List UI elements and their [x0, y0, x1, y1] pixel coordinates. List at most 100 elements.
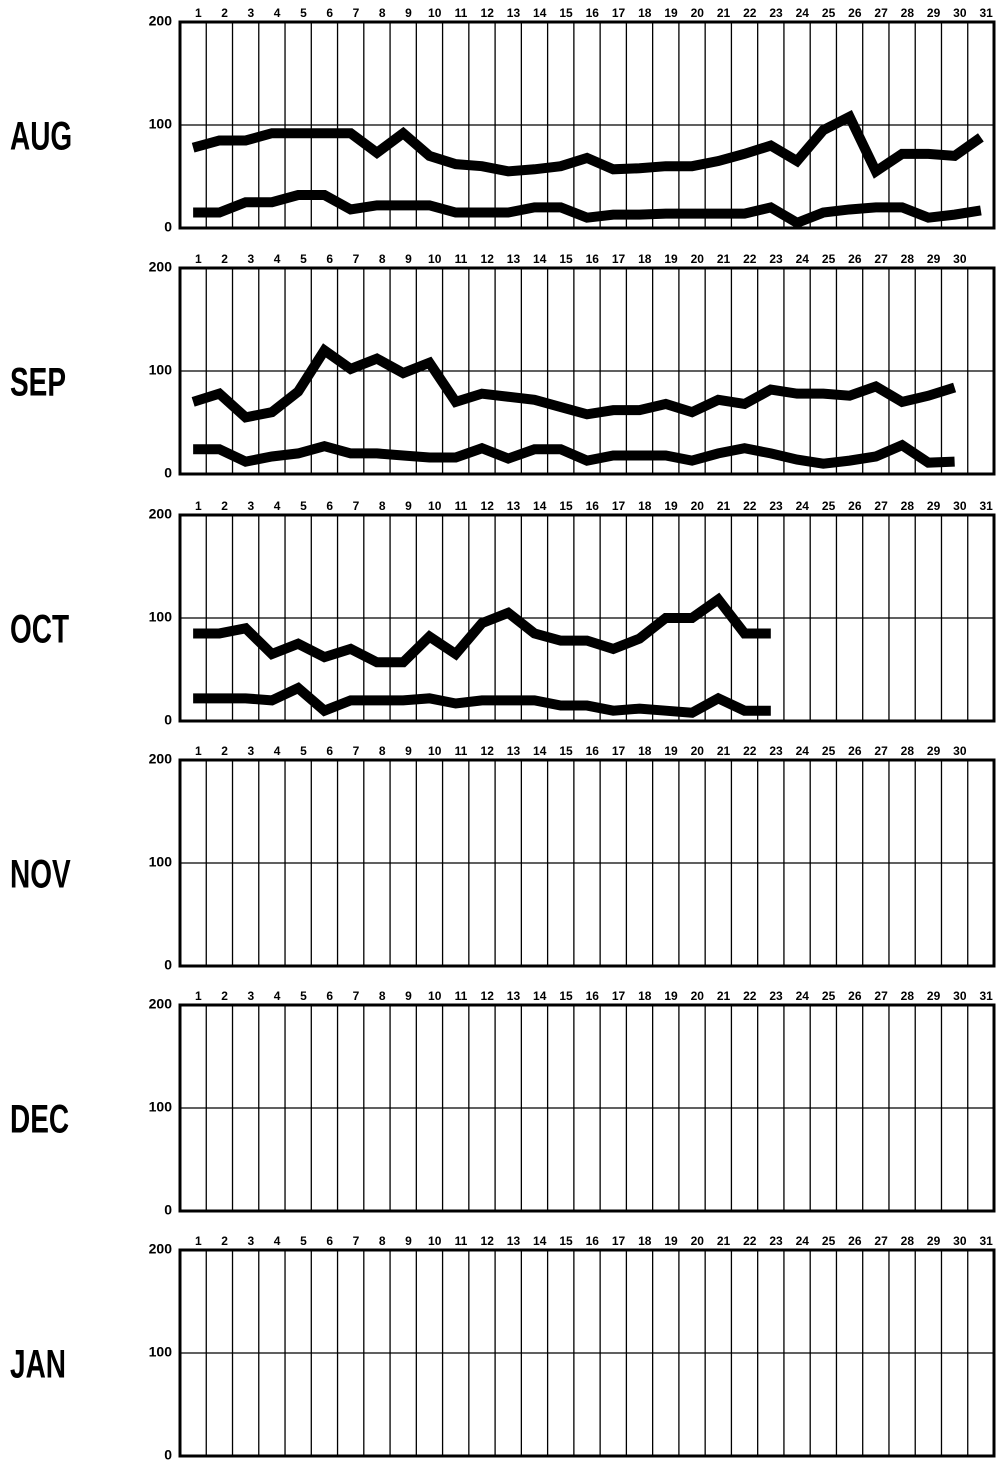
y-tick-label: 200: [149, 13, 173, 29]
x-tick-label: 1: [195, 6, 202, 20]
x-tick-label: 31: [979, 989, 993, 1003]
x-tick-label: 2: [221, 744, 228, 758]
x-tick-label: 19: [664, 744, 678, 758]
x-tick-label: 7: [353, 499, 360, 513]
x-tick-label: 9: [405, 499, 412, 513]
x-tick-label: 5: [300, 989, 307, 1003]
x-tick-label: 24: [796, 1234, 810, 1248]
x-tick-label: 4: [274, 252, 281, 266]
month-label: JAN: [10, 1343, 66, 1387]
y-tick-label: 100: [149, 1344, 173, 1360]
x-tick-label: 15: [559, 989, 573, 1003]
x-tick-label: 20: [691, 989, 705, 1003]
x-tick-label: 9: [405, 744, 412, 758]
y-tick-label: 100: [149, 609, 173, 625]
y-tick-label: 0: [164, 465, 172, 481]
x-tick-label: 8: [379, 252, 386, 266]
x-tick-label: 27: [874, 744, 888, 758]
x-tick-label: 18: [638, 499, 652, 513]
x-tick-label: 16: [586, 989, 600, 1003]
x-tick-label: 3: [248, 744, 255, 758]
x-tick-label: 2: [221, 6, 228, 20]
x-tick-label: 12: [481, 252, 495, 266]
x-tick-label: 4: [274, 989, 281, 1003]
x-tick-label: 29: [927, 252, 941, 266]
x-tick-label: 1: [195, 252, 202, 266]
x-tick-label: 10: [428, 6, 442, 20]
x-tick-label: 30: [953, 252, 967, 266]
x-tick-label: 4: [274, 499, 281, 513]
x-tick-label: 2: [221, 1234, 228, 1248]
data-line: [193, 592, 771, 668]
x-tick-label: 27: [874, 6, 888, 20]
x-tick-label: 19: [664, 1234, 678, 1248]
x-tick-label: 28: [901, 252, 915, 266]
x-tick-label: 2: [221, 499, 228, 513]
x-tick-label: 9: [405, 1234, 412, 1248]
data-line: [191, 109, 984, 179]
x-tick-label: 8: [379, 989, 386, 1003]
x-tick-label: 20: [691, 744, 705, 758]
x-tick-label: 22: [743, 1234, 757, 1248]
x-tick-label: 28: [901, 6, 915, 20]
x-tick-label: 23: [769, 1234, 783, 1248]
x-tick-label: 14: [533, 989, 547, 1003]
x-tick-label: 17: [612, 252, 626, 266]
x-tick-label: 27: [874, 989, 888, 1003]
x-tick-label: 20: [691, 252, 705, 266]
x-tick-label: 14: [533, 744, 547, 758]
x-tick-label: 5: [300, 252, 307, 266]
x-tick-label: 22: [743, 744, 757, 758]
y-tick-label: 200: [149, 506, 173, 522]
x-tick-label: 31: [979, 1234, 993, 1248]
x-tick-label: 3: [248, 252, 255, 266]
x-tick-label: 16: [586, 6, 600, 20]
x-tick-label: 12: [481, 499, 495, 513]
x-tick-label: 2: [221, 989, 228, 1003]
x-tick-label: 24: [796, 6, 810, 20]
x-tick-label: 11: [455, 499, 468, 513]
x-tick-label: 9: [405, 989, 412, 1003]
x-tick-label: 24: [796, 252, 810, 266]
x-tick-label: 26: [848, 252, 862, 266]
x-tick-label: 6: [326, 6, 333, 20]
y-tick-label: 0: [164, 219, 172, 235]
month-label: SEP: [10, 361, 66, 405]
x-tick-label: 29: [927, 989, 941, 1003]
x-tick-label: 8: [379, 6, 386, 20]
y-tick-label: 0: [164, 712, 172, 728]
x-tick-label: 1: [195, 1234, 202, 1248]
x-tick-label: 28: [901, 744, 915, 758]
x-tick-label: 11: [455, 744, 468, 758]
x-tick-label: 22: [743, 989, 757, 1003]
x-tick-label: 3: [248, 1234, 255, 1248]
x-tick-label: 17: [612, 6, 626, 20]
x-tick-label: 5: [300, 499, 307, 513]
x-tick-label: 4: [274, 744, 281, 758]
x-tick-label: 17: [612, 1234, 626, 1248]
x-tick-label: 25: [822, 1234, 836, 1248]
x-tick-label: 21: [717, 252, 731, 266]
x-tick-label: 16: [586, 499, 600, 513]
y-tick-label: 100: [149, 1099, 173, 1115]
month-label: AUG: [10, 115, 72, 159]
x-tick-label: 19: [664, 252, 678, 266]
x-tick-label: 30: [953, 499, 967, 513]
x-tick-label: 20: [691, 499, 705, 513]
x-tick-label: 5: [300, 6, 307, 20]
x-tick-label: 17: [612, 499, 626, 513]
x-tick-label: 22: [743, 252, 757, 266]
x-tick-label: 19: [664, 499, 678, 513]
x-tick-label: 13: [507, 6, 521, 20]
x-tick-label: 4: [274, 1234, 281, 1248]
x-tick-label: 19: [664, 6, 678, 20]
x-tick-label: 12: [481, 989, 495, 1003]
x-tick-label: 12: [481, 744, 495, 758]
x-tick-label: 28: [901, 1234, 915, 1248]
x-tick-label: 6: [326, 252, 333, 266]
x-tick-label: 12: [481, 1234, 495, 1248]
x-tick-label: 10: [428, 989, 442, 1003]
x-tick-label: 26: [848, 6, 862, 20]
x-tick-label: 16: [586, 744, 600, 758]
x-tick-label: 21: [717, 499, 731, 513]
